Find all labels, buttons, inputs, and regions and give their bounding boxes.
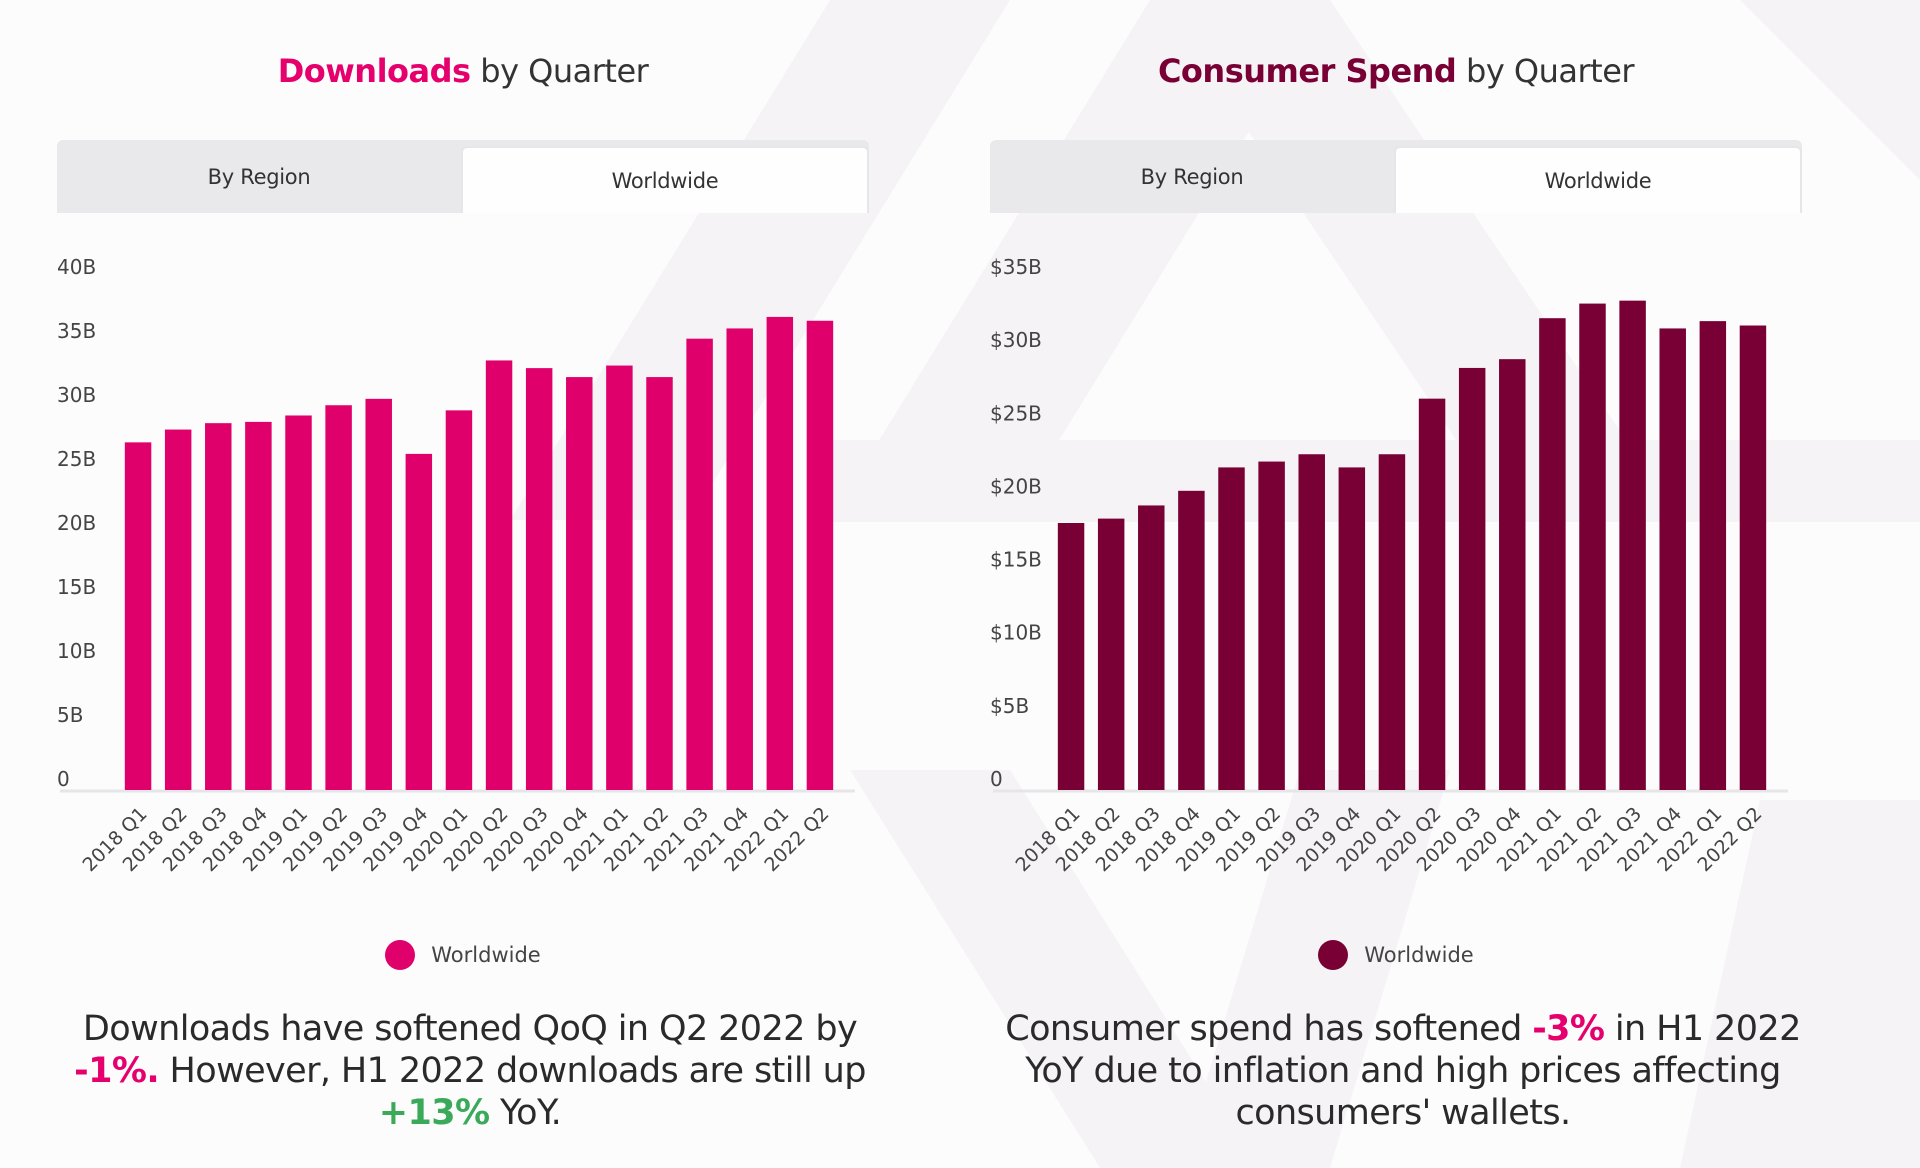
downloads-legend: Worldwide bbox=[50, 940, 876, 970]
bg-stripe bbox=[830, 0, 1330, 520]
bar[interactable] bbox=[1178, 490, 1205, 790]
bar[interactable] bbox=[525, 368, 553, 790]
bar[interactable] bbox=[405, 453, 433, 790]
y-tick-label: $30B bbox=[990, 328, 1042, 352]
tab-worldwide[interactable]: Worldwide bbox=[1394, 146, 1802, 213]
title-highlight: Downloads bbox=[277, 52, 471, 90]
bar[interactable] bbox=[686, 338, 713, 790]
bar[interactable] bbox=[485, 360, 513, 790]
commentary-text: Downloads have softened QoQ in Q2 2022 b… bbox=[82, 1009, 858, 1049]
title-rest: by Quarter bbox=[470, 52, 649, 90]
bar[interactable] bbox=[1418, 398, 1446, 790]
bar[interactable] bbox=[726, 328, 753, 790]
tab-by-region[interactable]: By Region bbox=[1140, 164, 1244, 189]
commentary-text: in H1 2022 YoY due to inflation and high… bbox=[1025, 1009, 1801, 1133]
y-tick-label: $15B bbox=[990, 548, 1042, 572]
bar[interactable] bbox=[566, 377, 593, 790]
legend-swatch-icon bbox=[385, 940, 416, 970]
bg-stripe bbox=[510, 0, 1010, 520]
downloads-tab-bar: By Region Worldwide bbox=[57, 140, 869, 213]
consumer-spend-commentary: Consumer spend has softened -3% in H1 20… bbox=[1003, 1008, 1803, 1134]
tab-by-region[interactable]: By Region bbox=[207, 164, 311, 189]
yoy-change: -3% bbox=[1532, 1009, 1605, 1049]
bg-stripe bbox=[1740, 0, 1920, 180]
bar[interactable] bbox=[1619, 300, 1646, 790]
bar[interactable] bbox=[1057, 523, 1085, 790]
bar[interactable] bbox=[245, 421, 272, 790]
bar[interactable] bbox=[164, 429, 192, 790]
bar[interactable] bbox=[646, 377, 673, 790]
commentary-text: However, H1 2022 downloads are still up bbox=[159, 1051, 867, 1091]
bar[interactable] bbox=[1579, 303, 1606, 790]
y-tick-label: 25B bbox=[57, 447, 96, 471]
consumer-spend-legend: Worldwide bbox=[983, 940, 1809, 970]
y-tick-label: 40B bbox=[57, 255, 96, 279]
bar[interactable] bbox=[606, 365, 633, 790]
bar[interactable] bbox=[1458, 367, 1486, 790]
bar[interactable] bbox=[1338, 467, 1366, 790]
bar[interactable] bbox=[1659, 328, 1686, 790]
bar[interactable] bbox=[445, 410, 473, 790]
commentary-text: YoY. bbox=[489, 1093, 562, 1133]
y-tick-label: 10B bbox=[57, 639, 96, 663]
bar[interactable] bbox=[1378, 454, 1406, 790]
qoq-change: -1%. bbox=[74, 1051, 160, 1091]
bg-stripe bbox=[1180, 770, 1450, 1168]
bg-stripe bbox=[1680, 800, 1920, 1168]
y-tick-label: 20B bbox=[57, 511, 96, 535]
bar[interactable] bbox=[766, 316, 794, 790]
y-tick-label: $10B bbox=[990, 621, 1042, 645]
bar[interactable] bbox=[806, 320, 834, 790]
downloads-panel: Downloads by Quarter By Region Worldwide… bbox=[50, 0, 910, 1168]
bar[interactable] bbox=[365, 398, 392, 790]
bar[interactable] bbox=[1539, 318, 1566, 790]
bar[interactable] bbox=[124, 442, 152, 790]
bar[interactable] bbox=[1699, 321, 1727, 790]
title-rest: by Quarter bbox=[1456, 52, 1635, 90]
consumer-spend-panel: Consumer Spend by Quarter By Region Worl… bbox=[983, 0, 1843, 1168]
y-tick-label: 0 bbox=[990, 767, 1003, 791]
y-tick-label: 5B bbox=[57, 703, 83, 727]
bar[interactable] bbox=[1298, 454, 1325, 790]
bar[interactable] bbox=[1739, 325, 1767, 790]
commentary-text: Consumer spend has softened bbox=[1005, 1009, 1533, 1049]
y-tick-label: 15B bbox=[57, 575, 96, 599]
bg-band bbox=[820, 440, 1920, 522]
y-tick-label: 35B bbox=[57, 319, 96, 343]
legend-swatch-icon bbox=[1318, 940, 1349, 970]
y-tick-label: $20B bbox=[990, 474, 1042, 498]
bar[interactable] bbox=[1097, 518, 1125, 790]
bar[interactable] bbox=[285, 415, 312, 790]
tab-worldwide[interactable]: Worldwide bbox=[461, 146, 869, 213]
y-tick-label: 30B bbox=[57, 383, 96, 407]
legend-label[interactable]: Worldwide bbox=[1364, 943, 1474, 967]
bar[interactable] bbox=[1499, 359, 1526, 790]
bar[interactable] bbox=[1218, 467, 1245, 790]
legend-label[interactable]: Worldwide bbox=[431, 943, 541, 967]
y-tick-label: $25B bbox=[990, 401, 1042, 425]
downloads-title: Downloads by Quarter bbox=[50, 52, 876, 90]
bar[interactable] bbox=[1138, 505, 1165, 790]
bar[interactable] bbox=[325, 405, 352, 790]
bar[interactable] bbox=[1258, 461, 1285, 790]
y-tick-label: 0 bbox=[57, 767, 70, 791]
y-tick-label: $5B bbox=[990, 694, 1029, 718]
bg-stripe bbox=[850, 770, 1260, 1168]
consumer-spend-title: Consumer Spend by Quarter bbox=[983, 52, 1809, 90]
title-highlight: Consumer Spend bbox=[1157, 52, 1457, 90]
yoy-change: +13% bbox=[378, 1093, 490, 1133]
consumer-spend-tab-bar: By Region Worldwide bbox=[990, 140, 1802, 213]
downloads-commentary: Downloads have softened QoQ in Q2 2022 b… bbox=[70, 1008, 870, 1134]
bar[interactable] bbox=[205, 423, 232, 790]
y-tick-label: $35B bbox=[990, 255, 1042, 279]
